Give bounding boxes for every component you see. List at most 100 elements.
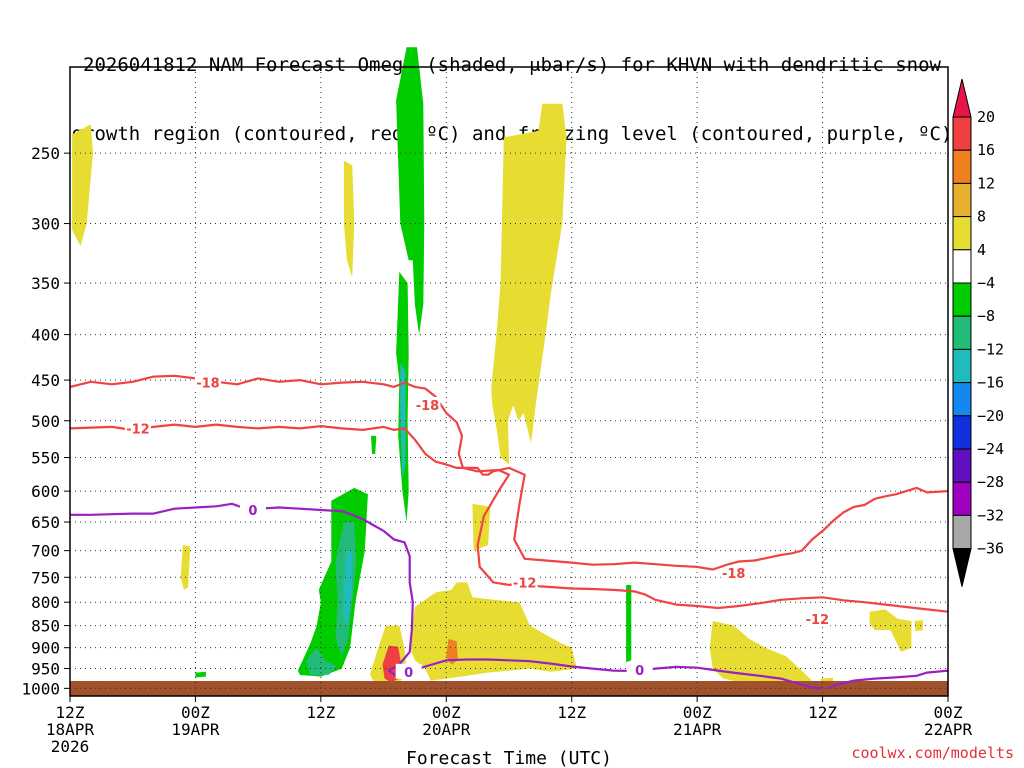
omega-region-5 [400,362,406,479]
colorbar-label: 8 [977,208,986,226]
contour-lines: -18 -18 -18 -12 -12 -12 0 0 0 [69,374,949,690]
contour-label: 0 [635,664,644,679]
omega-region-18 [446,639,458,665]
y-tick-label: 600 [31,482,60,501]
colorbar-swatch [952,514,972,550]
plot-frame [69,66,949,697]
y-axis: 250 300 350 400 450 500 550 600 650 700 750 800 850 9… [21,144,70,698]
colorbar-label: −16 [977,374,1004,392]
colorbar-bottom-arrow [952,548,972,587]
omega-region-3 [396,47,425,335]
contour-label-bg [804,611,831,627]
x-tick-label: 00Z [181,703,210,722]
colorbar-top-arrow [952,78,972,118]
chart-title-line-1: 2026041812 NAM Forecast Omega (shaded, μ… [83,54,941,76]
contour-label-bg [511,574,538,590]
x-tick-label: 12Z [808,703,837,722]
contour-label: -12 [126,422,150,437]
colorbar-swatch [952,415,972,450]
omega-region-12 [626,584,632,663]
x-tick-label: 12Z [56,703,85,722]
colorbar-swatch [952,348,972,384]
contour-label-bg [720,565,747,581]
colorbar-label: −28 [977,473,1004,491]
colorbar-swatch [952,249,972,284]
colorbar-label: −4 [977,274,995,292]
colorbar-swatch [952,149,972,184]
contour-label: 0 [248,504,257,519]
colorbar-swatch [952,382,972,417]
omega-region-13 [491,103,567,465]
omega-shading [72,47,923,687]
contour-label-bg [194,374,221,390]
contour-label: -12 [806,613,830,628]
colorbar-label: 20 [977,108,995,126]
colorbar: 20 16 12 8 4 −4 −8 −12 −16 −20 −24 −28 −32 −36 [952,78,1004,587]
colorbar-label: 12 [977,174,995,192]
contour-label-bg [124,420,151,436]
colorbar-label: −24 [977,440,1004,458]
y-tick-label: 650 [31,513,60,532]
y-tick-label: 250 [31,144,60,163]
colorbar-swatch [952,481,972,516]
x-tick-label: 00Z [934,703,963,722]
contour-label-bg [626,661,653,677]
colorbar-swatch [952,282,972,317]
contour-label-bg [239,501,266,517]
omega-region-10 [306,647,337,676]
x-tick-label: 12Z [306,703,335,722]
x-tick-label: 22APR [924,720,973,739]
x-tick-label: 00Z [683,703,712,722]
colorbar-label: 4 [977,241,986,259]
ground-surface [70,681,948,696]
contour-line-3 [827,669,949,690]
colorbar-swatch [952,315,972,350]
y-tick-label: 850 [31,617,60,636]
omega-region-15 [409,582,577,681]
y-tick-label: 900 [31,639,60,658]
contour-line-0 [69,374,949,613]
colorbar-label: −36 [977,540,1004,558]
colorbar-swatch [952,116,972,151]
omega-region-20 [869,609,912,652]
colorbar-label: −20 [977,407,1004,425]
y-tick-label: 350 [31,274,60,293]
colorbar-swatch [952,182,972,218]
x-tick-label: 21APR [673,720,722,739]
contour-label-bg [395,663,422,679]
contour-line-2 [70,502,823,690]
contour-label-bg [414,396,441,412]
colorbar-swatch [952,448,972,483]
colorbar-label: −12 [977,340,1004,358]
x-tick-label: 20APR [422,720,471,739]
contour-label: -18 [196,377,220,392]
contour-line-1 [69,423,949,571]
y-tick-label: 500 [31,412,60,431]
y-tick-label: 800 [31,593,60,612]
omega-region-6 [371,435,377,454]
omega-region-2 [343,160,355,278]
x-tick-label: 19APR [171,720,220,739]
x-tick-label: 00Z [432,703,461,722]
contour-label: -18 [722,567,746,582]
omega-region-11 [195,671,206,678]
contour-label: -18 [416,399,440,414]
omega-region-9 [342,550,353,626]
omega-region-1 [180,545,191,590]
omega-region-21 [914,620,923,631]
omega-region-0 [72,124,93,246]
y-tick-label: 400 [31,326,60,345]
y-tick-label: 700 [31,542,60,561]
x-tick-label: 12Z [557,703,586,722]
y-tick-label: 950 [31,660,60,679]
x-axis-label: Forecast Time (UTC) [406,748,612,768]
colorbar-swatch [952,216,972,251]
colorbar-label: 16 [977,141,995,159]
x-tick-label: 2026 [51,737,90,756]
y-tick-label: 450 [31,371,60,390]
y-tick-label: 550 [31,449,60,468]
y-tick-label: 300 [31,215,60,234]
y-tick-label: 750 [31,568,60,587]
